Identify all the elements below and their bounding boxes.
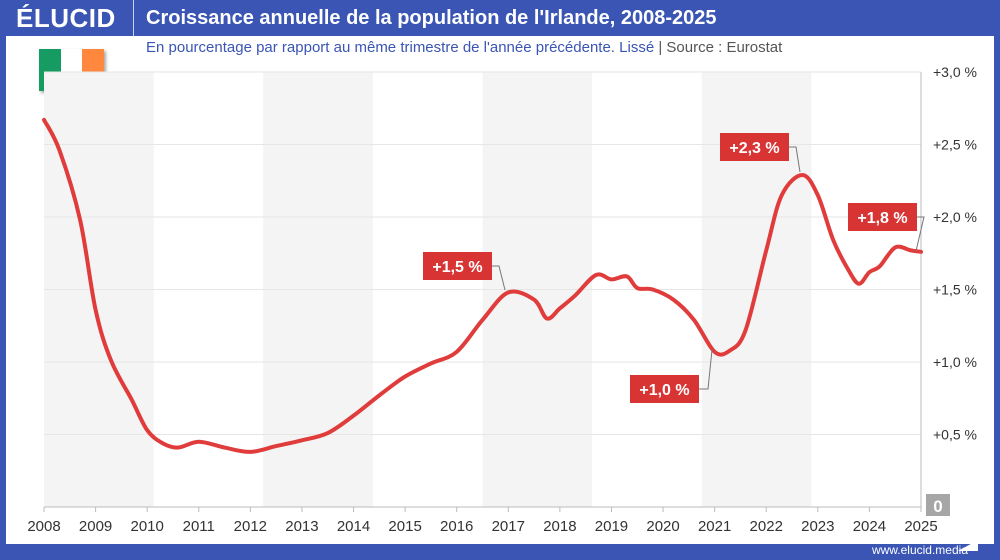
x-tick-label: 2013 xyxy=(285,518,318,535)
annotation-box xyxy=(720,133,789,161)
annotation-box xyxy=(630,375,699,403)
y-tick-label: +2,0 % xyxy=(933,209,977,225)
subtitle-text: En pourcentage par rapport au même trime… xyxy=(146,39,655,56)
x-tick-label: 2011 xyxy=(183,518,215,535)
zero-badge xyxy=(926,494,950,516)
x-tick-label: 2022 xyxy=(750,518,783,535)
x-tick-label: 2014 xyxy=(337,518,370,535)
x-tick-label: 2025 xyxy=(904,518,937,535)
annotation-label: +1,0 % xyxy=(639,382,689,399)
annotation-label: +2,3 % xyxy=(729,140,779,157)
annotation-leader xyxy=(789,146,801,173)
chart-subtitle: En pourcentage par rapport au même trime… xyxy=(146,39,782,56)
x-tick-label: 2023 xyxy=(801,518,834,535)
annotation-leader xyxy=(492,265,506,291)
x-tick-label: 2017 xyxy=(492,518,525,535)
x-tick-label: 2008 xyxy=(27,518,60,535)
annotation-leader xyxy=(699,349,713,390)
subtitle-separator: | xyxy=(658,39,663,56)
y-tick-label: +3,0 % xyxy=(933,64,977,80)
population-growth-line xyxy=(42,117,923,454)
annotation-box xyxy=(848,203,917,231)
x-tick-label: 2012 xyxy=(234,518,267,535)
annotation-label: +1,5 % xyxy=(432,259,482,276)
x-tick-label: 2021 xyxy=(698,518,731,535)
zero-label: 0 xyxy=(933,497,942,516)
header-divider xyxy=(133,0,134,36)
y-tick-label: +1,0 % xyxy=(933,354,977,370)
elucid-mark-icon xyxy=(958,540,978,551)
x-tick-label: 2024 xyxy=(853,518,886,535)
y-tick-label: +2,5 % xyxy=(933,137,977,153)
x-tick-label: 2018 xyxy=(543,518,576,535)
annotation-label: +1,8 % xyxy=(857,210,907,227)
source-text: Source : Eurostat xyxy=(666,39,783,56)
x-tick-label: 2020 xyxy=(646,518,679,535)
chart-title: Croissance annuelle de la population de … xyxy=(146,7,717,29)
x-tick-label: 2009 xyxy=(79,518,112,535)
x-tick-label: 2019 xyxy=(595,518,628,535)
y-tick-label: +0,5 % xyxy=(933,427,977,443)
y-tick-label: +1,5 % xyxy=(933,282,977,298)
x-tick-label: 2015 xyxy=(388,518,421,535)
x-tick-label: 2016 xyxy=(440,518,473,535)
x-tick-label: 2010 xyxy=(130,518,163,535)
annotation-leader xyxy=(915,216,925,252)
header: ÉLUCID Croissance annuelle de la populat… xyxy=(0,0,1000,36)
annotation-box xyxy=(423,252,492,280)
elucid-logo: ÉLUCID xyxy=(16,3,116,33)
footer-url[interactable]: www.elucid.media xyxy=(871,543,968,557)
